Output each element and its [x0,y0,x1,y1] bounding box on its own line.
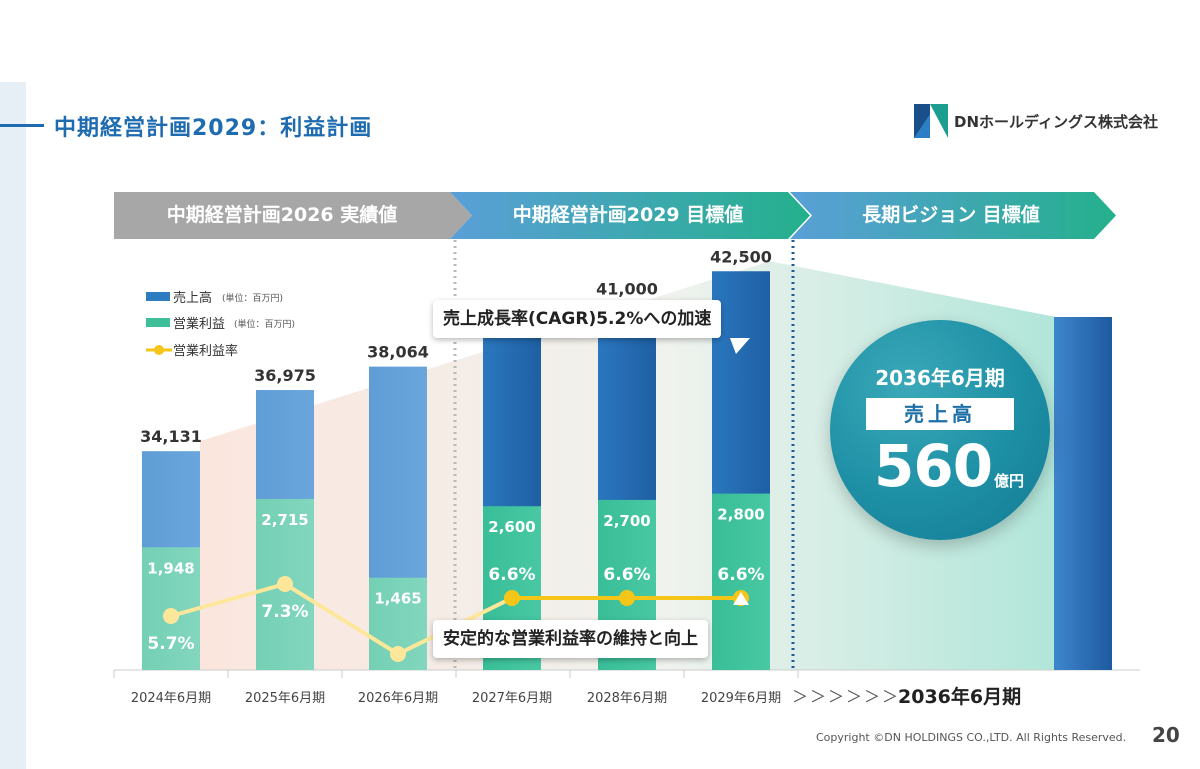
x-tick-label: 2024年6月期 [131,691,211,706]
callout-margin: 安定的な営業利益率の維持と向上 [433,620,708,658]
legend-sales-swatch [146,292,170,301]
legend-profit-label: 営業利益 [173,316,225,332]
x-tick-label: 2026年6月期 [358,691,438,706]
margin-value-label: 3.8% [374,672,421,692]
profit-value-label: 1,948 [147,559,194,577]
company-logo: DNホールディングス株式会社 [914,104,1158,138]
legend-sales-label: 売上高 [173,290,212,306]
profit-value-label: 2,600 [488,518,535,536]
x-tick-label: 2025年6月期 [245,691,325,706]
legend-profit-unit: (単位：百万円) [234,318,295,330]
banner-vision-label: 長期ビジョン 目標値 [862,204,1040,226]
vision-period: 2036年6月期 [875,366,1005,390]
margin-value-label: 6.6% [717,565,764,585]
vision-label: 売上高 [866,398,1014,430]
x-tick-label-vision: 2036年6月期 [898,685,1021,708]
x-tick-label: 2027年6月期 [472,691,552,706]
legend-sales-unit: (単位：百万円) [222,292,283,304]
margin-point [504,590,520,606]
margin-value-label: 7.3% [261,602,308,622]
margin-point [163,608,179,624]
page-title: 中期経営計画2029：利益計画 [54,116,373,141]
callout-growth-pointer [730,338,750,354]
sales-value-label: 41,000 [596,280,658,299]
logo-mark-icon [914,104,948,138]
side-stripe [0,82,26,769]
vision-sales-bar [1054,317,1112,670]
margin-point [619,590,635,606]
legend-margin-dot [154,345,164,355]
profit-value-label: 2,700 [603,512,650,530]
page-number: 20 [1152,723,1180,747]
banner-results-label: 中期経営計画2026 実績値 [166,204,398,226]
banner-results: 中期経営計画2026 実績値 [114,192,474,239]
margin-value-label: 5.7% [147,634,194,654]
profit-value-label: 2,800 [717,506,764,524]
vision-unit: 億円 [994,472,1025,490]
copyright: Copyright ©DN HOLDINGS CO.,LTD. All Righ… [816,731,1127,744]
x-tick-label: 2028年6月期 [587,691,667,706]
legend-margin-label: 営業利益率 [173,343,238,359]
margin-point [277,576,293,592]
x-tick-label: 2029年6月期 [701,691,781,706]
vision-value: 560 [874,432,993,500]
margin-point [390,646,406,662]
sales-value-label: 38,064 [367,343,429,362]
title-accent-line [0,124,44,127]
banner-plan-label: 中期経営計画2029 目標値 [512,204,744,226]
sales-value-label: 34,131 [140,427,202,446]
company-name: DNホールディングス株式会社 [954,112,1158,131]
banner-vision: 長期ビジョン 目標値 [790,192,1118,239]
arrow-chevrons: ＞＞＞＞＞＞ [792,687,900,706]
profit-value-label: 1,465 [374,590,421,608]
sales-value-label: 36,975 [254,366,316,385]
profit-bar [712,493,770,670]
callout-growth: 売上成長率(CAGR)5.2%への加速 [433,300,722,338]
margin-value-label: 6.6% [603,565,650,585]
vision-circle: 2036年6月期 売上高 560 億円 [830,320,1050,540]
banner-plan: 中期経営計画2029 目標値 [450,192,812,239]
profit-value-label: 2,715 [261,511,308,529]
sales-value-label: 42,500 [710,247,772,266]
legend-profit-swatch [146,318,170,327]
callout-margin-pointer [733,592,749,605]
margin-value-label: 6.6% [488,565,535,585]
